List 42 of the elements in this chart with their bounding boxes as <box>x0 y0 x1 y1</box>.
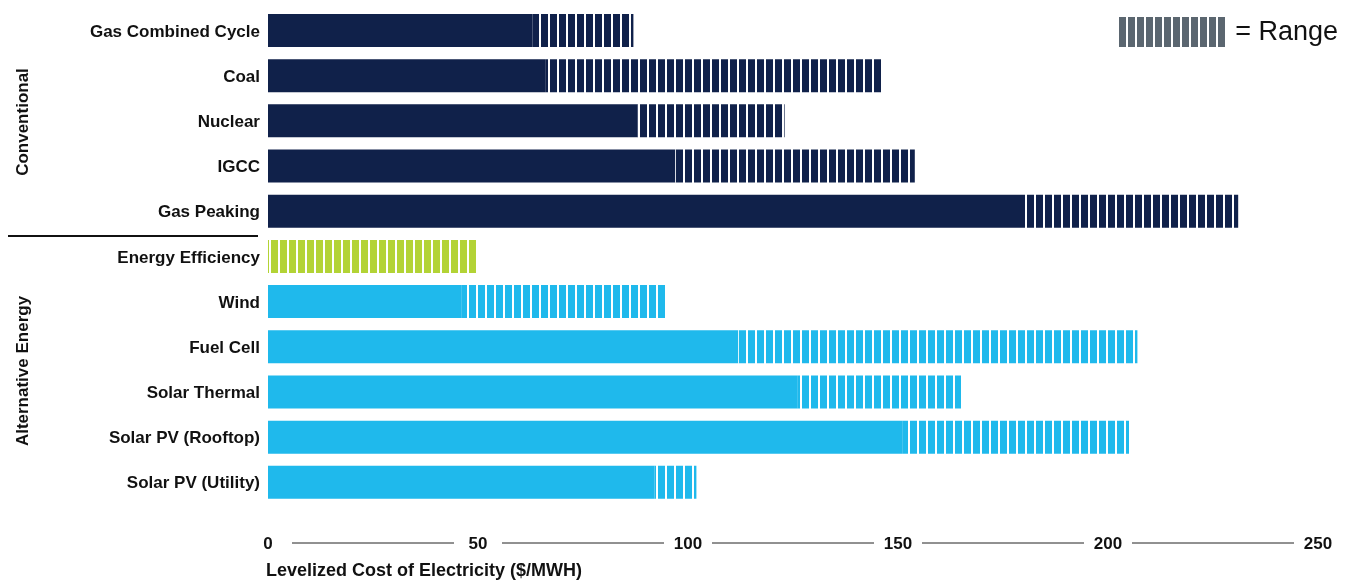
bar <box>637 104 785 138</box>
bar <box>268 465 655 499</box>
y-tick-label: IGCC <box>217 157 260 177</box>
bar <box>654 465 697 499</box>
y-tick-label: Gas Peaking <box>157 202 260 222</box>
bar <box>268 375 798 409</box>
bar <box>797 375 961 409</box>
bar <box>268 194 1024 228</box>
y-tick-label: Coal <box>223 66 260 86</box>
x-tick-label: 50 <box>468 534 488 553</box>
bar <box>268 149 676 183</box>
y-tick-label: Fuel Cell <box>189 337 260 357</box>
y-tick-label: Solar PV (Rooftop) <box>108 428 260 448</box>
y-tick-label: Solar PV (Utility) <box>126 473 260 493</box>
bar <box>268 420 903 454</box>
x-tick-label: 200 <box>1093 534 1123 553</box>
y-tick-label: Wind <box>218 292 260 312</box>
y-tick-label: Energy Efficiency <box>117 247 261 267</box>
bar <box>738 330 1138 364</box>
bar <box>268 330 739 364</box>
text: Alternative Energy <box>13 295 33 447</box>
bar <box>532 14 634 47</box>
x-axis-title: Levelized Cost of Electricity ($/MWH) <box>266 560 583 581</box>
bar <box>902 420 1129 454</box>
y-tick-label: Nuclear <box>197 111 261 131</box>
x-tick-label: 150 <box>883 534 913 553</box>
bar <box>461 285 667 319</box>
x-tick-label: 100 <box>673 534 703 553</box>
x-tick-label: 250 <box>1303 534 1333 553</box>
bar <box>268 14 533 47</box>
bar <box>268 59 546 93</box>
x-tick-label: 0 <box>263 534 273 553</box>
bar <box>268 104 638 138</box>
y-tick-label: Solar Thermal <box>146 383 260 403</box>
y-tick-label: Gas Combined Cycle <box>89 21 260 41</box>
bar <box>545 59 882 93</box>
bar <box>268 239 478 273</box>
bar <box>1024 194 1239 228</box>
text: Conventional <box>13 67 33 176</box>
text: = Range <box>1235 16 1338 47</box>
bar <box>268 285 462 319</box>
bar <box>675 149 915 183</box>
